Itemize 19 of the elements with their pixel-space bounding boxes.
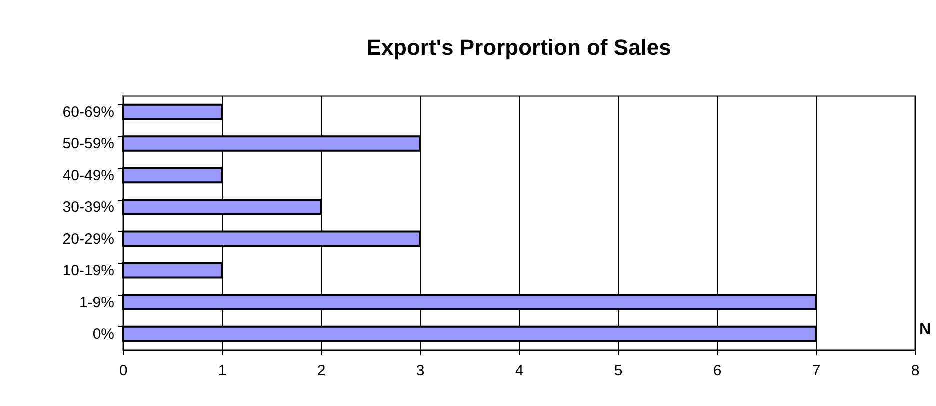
- x-axis-title: N: [920, 322, 932, 338]
- x-tick-label: 3: [416, 362, 425, 380]
- y-tick-label: 20-29%: [62, 230, 114, 248]
- y-tick-label: 1-9%: [79, 294, 114, 312]
- y-tick-label: 0%: [92, 326, 114, 343]
- x-tick-label: 5: [614, 362, 623, 380]
- x-tick-label: 2: [317, 362, 326, 380]
- x-tick-label: 6: [713, 362, 722, 380]
- y-tick-label: 30-39%: [62, 199, 114, 216]
- y-tick-label: 40-49%: [62, 167, 114, 184]
- x-tick-label: 8: [911, 362, 920, 380]
- x-tick-label: 4: [515, 362, 524, 380]
- x-tick-label: 7: [812, 362, 821, 380]
- y-tick-label: 60-69%: [62, 104, 114, 122]
- x-tick-label: 1: [218, 362, 227, 380]
- chart-title: Export's Prorportion of Sales: [366, 35, 672, 60]
- y-tick-label: 10-19%: [62, 262, 114, 280]
- y-tick-label: 50-59%: [62, 136, 114, 153]
- x-tick-label: 0: [119, 362, 128, 380]
